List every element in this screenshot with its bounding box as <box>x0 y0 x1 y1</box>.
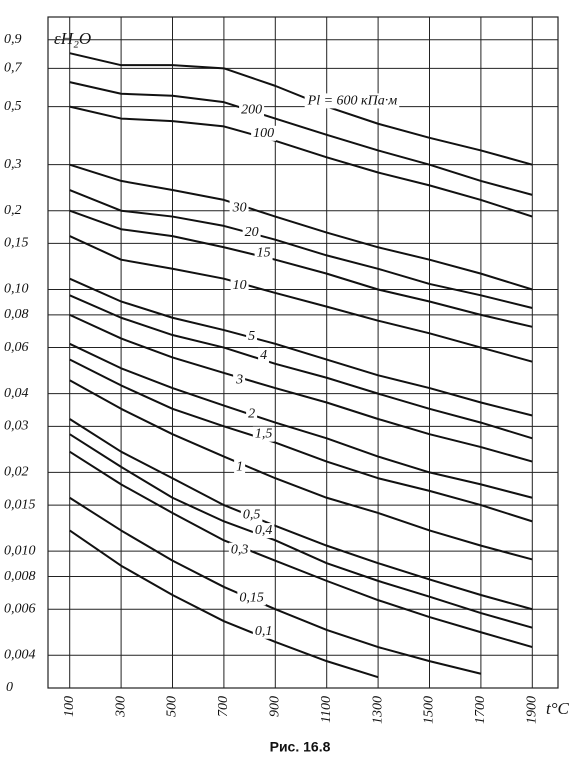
curve-label: 1,5 <box>255 427 273 442</box>
curve <box>69 81 533 196</box>
y-tick-label: 0,5 <box>4 99 22 114</box>
curve-label-bg <box>258 347 270 363</box>
curve-label: Pl = 600 кПа·м <box>307 93 398 108</box>
curve <box>69 52 533 166</box>
y-tick-label: 0,3 <box>4 157 22 172</box>
y-tick-label: 0,006 <box>4 601 36 616</box>
caption: Рис. 16.8 <box>270 739 331 755</box>
y-axis-label: εH₂O <box>54 29 91 48</box>
curve-label-bg <box>234 459 246 475</box>
curve-label-bg <box>254 245 273 261</box>
curve-label: 1 <box>236 460 243 475</box>
curve-label: 0,5 <box>243 508 261 523</box>
curve-label: 4 <box>260 348 267 363</box>
y-tick-label: 0,008 <box>4 569 36 584</box>
curve-label-bg <box>230 278 249 294</box>
curve-label-bg <box>242 225 261 241</box>
curve-label: 10 <box>233 278 247 293</box>
curve-label-bg <box>239 102 265 118</box>
curve-label: 20 <box>245 225 259 240</box>
x-tick-label: 1500 <box>422 696 437 724</box>
y-tick-label: 0,03 <box>4 419 29 434</box>
curve-label: 0,4 <box>255 523 273 538</box>
curve <box>69 163 533 291</box>
curve-label: 3 <box>235 373 243 388</box>
curve-label: 0,3 <box>231 543 249 558</box>
y-tick-label: 0,004 <box>4 648 36 663</box>
curve-label-bg <box>304 93 400 109</box>
curve <box>69 433 533 629</box>
curve <box>69 342 533 499</box>
curve-label-bg <box>237 590 266 606</box>
curve-label: 2 <box>248 406 255 421</box>
axis-origin-label: 0 <box>6 680 13 695</box>
curve-label-bg <box>228 542 251 558</box>
x-tick-label: 1700 <box>473 696 488 724</box>
curve <box>69 450 533 649</box>
curve <box>69 358 533 523</box>
curve-label-bg <box>252 623 275 639</box>
x-tick-label: 900 <box>268 696 283 717</box>
y-tick-label: 0,015 <box>4 497 36 512</box>
y-tick-label: 0,02 <box>4 465 29 480</box>
y-tick-label: 0,10 <box>4 282 29 297</box>
curve <box>69 235 533 363</box>
curve <box>69 379 533 561</box>
curve <box>69 496 482 675</box>
curve <box>69 277 533 417</box>
curve-label-bg <box>246 329 258 345</box>
curve <box>69 209 533 328</box>
curve-label: 200 <box>241 103 262 118</box>
curve <box>69 105 533 218</box>
curve-label: 0,15 <box>239 590 264 605</box>
y-tick-label: 0,15 <box>4 236 29 251</box>
curve-label-bg <box>246 406 258 422</box>
curve <box>69 189 533 309</box>
curve-label-bg <box>252 523 275 539</box>
curve-label-bg <box>251 125 277 141</box>
y-tick-label: 0,7 <box>4 61 23 76</box>
curve <box>69 313 533 463</box>
x-tick-label: 1900 <box>525 696 540 724</box>
y-tick-label: 0,06 <box>4 340 29 355</box>
curve-label: 15 <box>257 246 271 261</box>
x-tick-label: 700 <box>216 696 231 717</box>
x-tick-label: 1300 <box>370 696 385 724</box>
curve-label-bg <box>240 507 263 523</box>
curve-label-bg <box>233 372 246 388</box>
curve-label: 100 <box>253 126 274 141</box>
plot-frame <box>47 16 559 689</box>
x-axis-label: t°C <box>546 699 570 718</box>
curve <box>69 418 533 611</box>
y-tick-label: 0,08 <box>4 307 29 322</box>
x-tick-label: 300 <box>113 696 128 718</box>
curve-label: 0,1 <box>255 624 273 639</box>
curve-label-bg <box>252 426 275 442</box>
y-tick-label: 0,010 <box>4 543 36 558</box>
curve-label-bg <box>229 200 249 216</box>
curve-label: 30 <box>232 200 247 215</box>
curve <box>69 529 379 679</box>
y-tick-label: 0,9 <box>4 32 22 47</box>
y-tick-label: 0,04 <box>4 386 29 401</box>
curve-label: 5 <box>248 329 255 344</box>
x-tick-label: 1100 <box>319 696 334 723</box>
x-tick-label: 500 <box>165 696 180 717</box>
y-tick-label: 0,2 <box>4 203 22 218</box>
x-tick-label: 100 <box>62 696 77 717</box>
curve <box>69 294 533 440</box>
